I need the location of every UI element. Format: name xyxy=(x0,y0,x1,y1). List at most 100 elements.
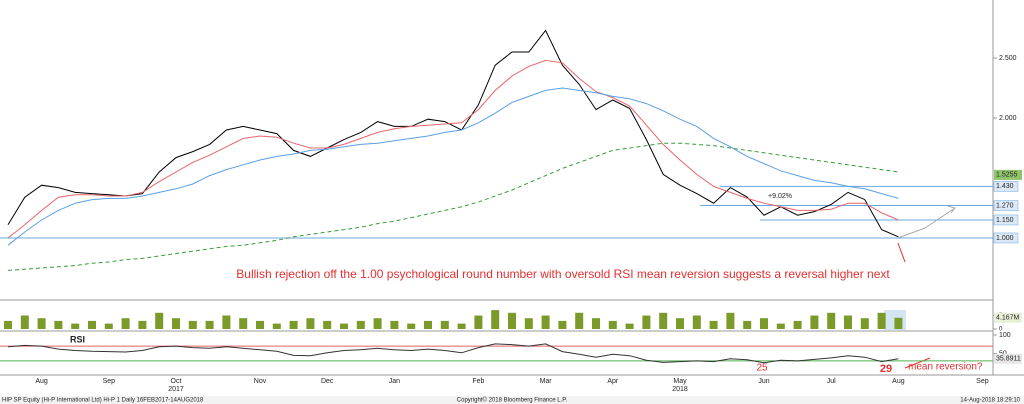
volume-bar xyxy=(894,317,903,329)
volume-bar xyxy=(760,318,768,329)
volume-bar xyxy=(407,323,416,329)
footer-bar xyxy=(0,396,1024,404)
volume-bar xyxy=(239,318,248,329)
rsi-label: 35.8911 xyxy=(996,356,1021,363)
annotation: Bullish rejection off the 1.00 psycholog… xyxy=(236,267,890,281)
level-tag xyxy=(993,214,1019,226)
footer-right: 14-Aug-2018 18:29:10 xyxy=(960,398,1020,404)
annotation: +9.02% xyxy=(768,193,792,200)
rsi-tag xyxy=(994,353,1022,364)
volume-bar xyxy=(827,312,836,329)
level-label: 1.000 xyxy=(996,235,1014,242)
volume-bar xyxy=(776,323,785,329)
y-tick-label: 2.000 xyxy=(999,115,1017,122)
ma-label: 1.5255 xyxy=(996,172,1018,179)
x-tick-label: Dec xyxy=(321,378,334,385)
year-label: 2018 xyxy=(672,386,688,393)
volume-bar xyxy=(558,320,567,329)
x-tick-label: Sep xyxy=(103,378,116,385)
moving-average xyxy=(7,59,899,239)
level-tag xyxy=(993,200,1019,211)
volume-bar xyxy=(340,323,348,329)
footer-left: HIP SP Equity (Hi-P International Ltd) H… xyxy=(2,398,204,404)
volume-bar xyxy=(709,320,718,329)
volume-bar xyxy=(424,320,432,329)
volume-bar xyxy=(289,320,298,329)
annotation: 29 xyxy=(880,363,892,375)
volume-bar xyxy=(726,312,735,329)
volume-bar xyxy=(793,320,802,329)
volume-tag xyxy=(994,312,1022,323)
x-tick-label: Feb xyxy=(472,378,484,385)
volume-bar xyxy=(88,320,96,329)
volume-bar xyxy=(524,318,533,329)
rsi-tick-label: 100 xyxy=(999,332,1011,339)
volume-bar xyxy=(491,310,500,329)
x-tick-label: Apr xyxy=(607,378,619,385)
volume-bar xyxy=(172,318,180,329)
volume-bar xyxy=(373,318,382,329)
x-tick-label: May xyxy=(673,378,687,385)
volume-bar xyxy=(4,320,12,329)
volume-bar xyxy=(188,320,197,329)
rsi-line xyxy=(7,343,899,364)
x-tick-label: Jan xyxy=(389,378,400,385)
rsi-arrow xyxy=(904,357,931,369)
x-tick-label: Jul xyxy=(827,378,836,385)
volume-label: 4.167M xyxy=(996,315,1020,322)
volume-bar xyxy=(860,318,869,329)
x-tick-label: Sep xyxy=(976,378,989,385)
volume-bar xyxy=(155,312,164,329)
volume-bar xyxy=(457,323,466,329)
y-tick-label: 2.500 xyxy=(999,55,1017,62)
projection xyxy=(897,227,926,239)
volume-bar xyxy=(608,320,617,329)
volume-bar xyxy=(390,320,399,329)
x-tick-label: Aug xyxy=(35,378,48,385)
volume-bar xyxy=(20,315,29,329)
volume-bar xyxy=(659,312,668,329)
volume-bar xyxy=(692,315,701,329)
volume-bar xyxy=(71,323,80,329)
volume-bar xyxy=(256,320,264,329)
volume-bar xyxy=(306,318,315,329)
volume-bar xyxy=(575,312,584,329)
volume-bar xyxy=(440,320,449,329)
volume-bar xyxy=(323,320,332,329)
year-label: 2017 xyxy=(168,386,184,393)
x-tick-label: Jun xyxy=(758,378,769,385)
volume-bar xyxy=(877,312,886,329)
volume-bar xyxy=(37,318,46,329)
volume-bar xyxy=(625,323,634,329)
footer-center: Copyright© 2018 Bloomberg Finance L.P. xyxy=(457,397,568,404)
volume-tick-label: 0 xyxy=(999,327,1003,333)
volume-bar xyxy=(104,323,113,329)
projection xyxy=(924,207,956,229)
volume-bar xyxy=(474,315,483,329)
volume-bar xyxy=(743,320,752,329)
x-tick-label: Mar xyxy=(540,378,553,385)
volume-bar xyxy=(844,315,852,329)
volume-bar xyxy=(810,315,819,329)
volume-bar xyxy=(592,318,600,329)
x-tick-label: Nov xyxy=(254,378,267,385)
level-tag xyxy=(993,232,1019,244)
note-arrow xyxy=(897,242,906,263)
projection-arrow xyxy=(947,205,956,214)
annotation: mean reversion? xyxy=(908,362,983,373)
level-label: 1.430 xyxy=(996,183,1014,190)
level-label: 1.150 xyxy=(996,217,1014,224)
price-line xyxy=(7,29,899,238)
volume-bar xyxy=(205,320,214,329)
volume-bar xyxy=(222,315,231,329)
volume-bar xyxy=(54,320,63,329)
level-tag xyxy=(993,181,1019,192)
annotation: 25 xyxy=(756,363,768,374)
moving-average xyxy=(7,87,899,246)
x-tick-label: Oct xyxy=(171,378,182,385)
volume-bar xyxy=(508,312,516,329)
volume-bar xyxy=(541,315,550,329)
volume-bar xyxy=(138,320,147,329)
